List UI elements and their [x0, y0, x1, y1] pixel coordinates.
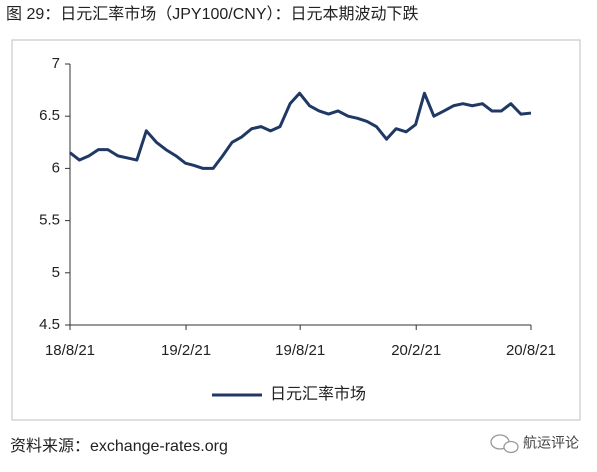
x-tick-label: 18/8/21	[45, 342, 95, 359]
y-tick-label: 6	[52, 159, 60, 176]
y-tick-label: 6.5	[39, 107, 60, 124]
chart-title: 图 29：日元汇率市场（JPY100/CNY）：日元本期波动下跌	[6, 5, 419, 23]
watermark: 航运评论	[523, 435, 579, 451]
chart-frame	[11, 39, 581, 421]
y-tick-label: 7	[52, 55, 60, 72]
source-note: 资料来源：exchange-rates.org	[10, 437, 228, 455]
watermark-icon	[490, 434, 519, 454]
x-tick-label: 20/2/21	[391, 342, 441, 359]
x-tick-label: 19/2/21	[161, 342, 211, 359]
y-tick-label: 5	[52, 264, 60, 281]
y-tick-label: 4.5	[39, 316, 60, 333]
y-tick-label: 5.5	[39, 212, 60, 229]
legend-label: 日元汇率市场	[270, 385, 366, 403]
x-tick-label: 20/8/21	[506, 342, 556, 359]
x-tick-label: 19/8/21	[275, 342, 325, 359]
line-series	[69, 91, 532, 170]
